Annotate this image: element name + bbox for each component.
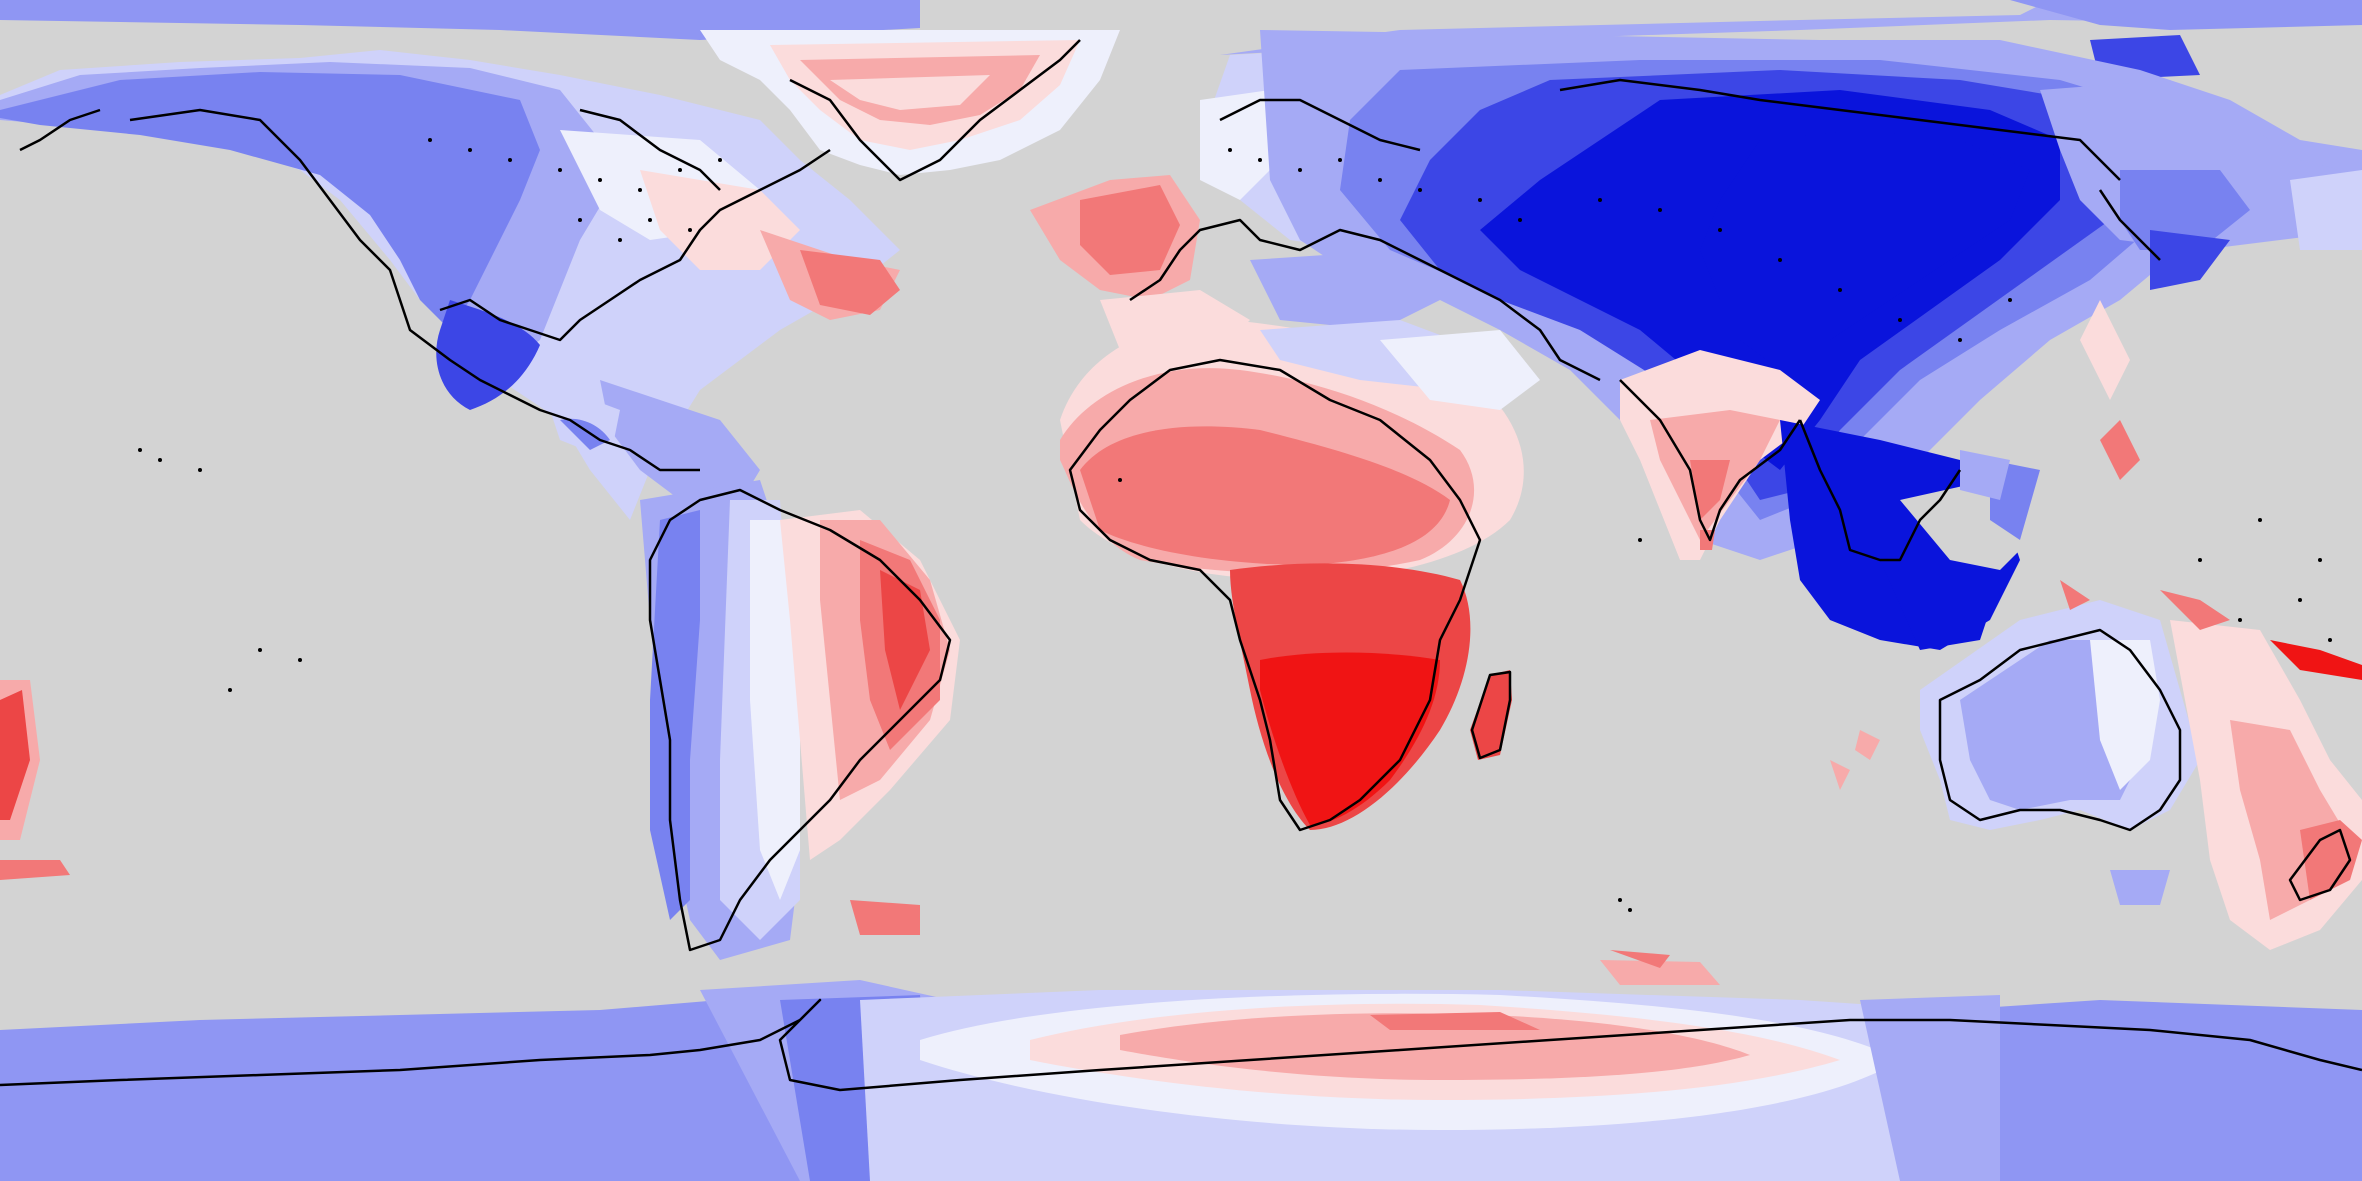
south-america-west: [640, 480, 800, 960]
arctic-ocean-band: [0, 0, 2362, 80]
southeast-asia: [1780, 420, 2040, 650]
coastlines: [0, 39, 2362, 1092]
pacific-west-strip: [0, 170, 2362, 880]
antarctica-east: [1860, 995, 2362, 1181]
coastline-speckles: [138, 138, 2332, 912]
north-atlantic-patch: [1030, 175, 1200, 300]
north-america: [0, 50, 900, 520]
india: [1620, 350, 1820, 560]
new-zealand: [1830, 300, 2362, 950]
north-africa: [1060, 320, 1540, 580]
central-asia: [1260, 30, 2362, 560]
southern-africa: [1230, 563, 1471, 830]
south-america-east: [780, 510, 960, 935]
antarctica-central: [860, 950, 1960, 1181]
australia: [1920, 600, 2200, 905]
